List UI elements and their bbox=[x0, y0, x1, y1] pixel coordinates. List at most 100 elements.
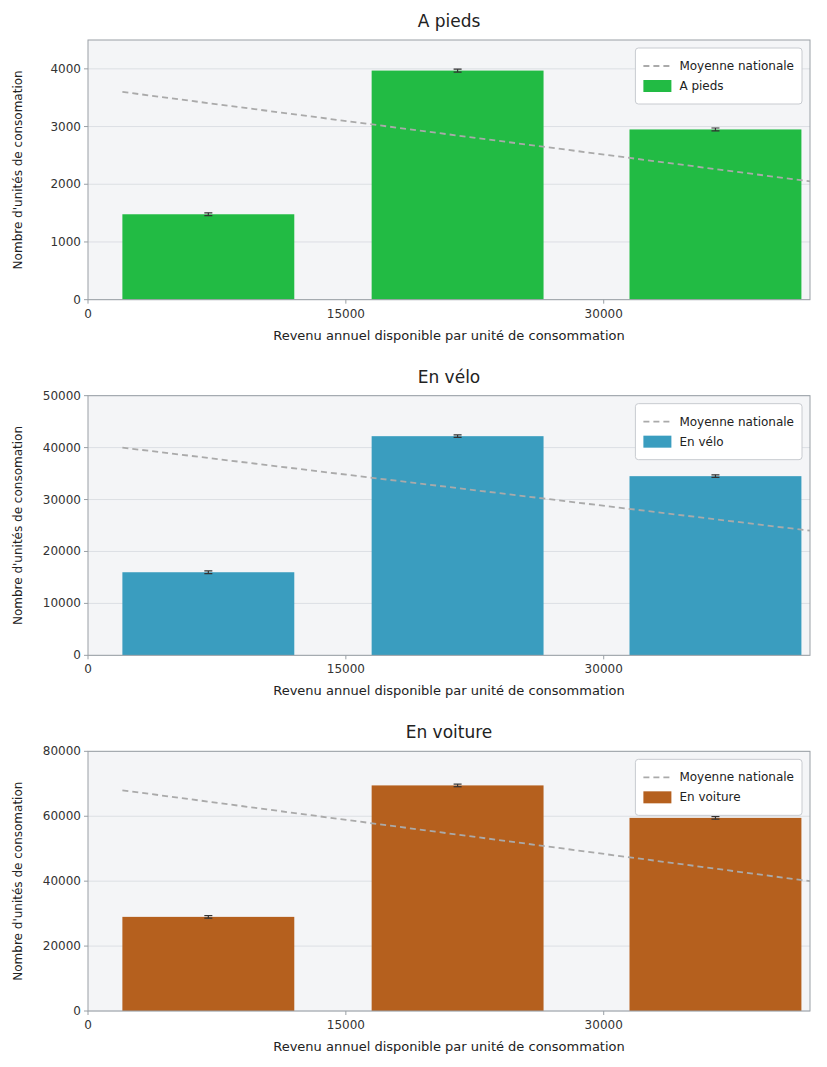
error-bar bbox=[204, 916, 212, 919]
legend-swatch bbox=[643, 791, 671, 803]
plot-area bbox=[88, 396, 810, 656]
bar bbox=[122, 572, 294, 655]
y-axis-label: Nombre d'unités de consomation bbox=[11, 426, 25, 625]
x-tick-label: 15000 bbox=[327, 662, 365, 676]
x-tick bbox=[88, 655, 89, 659]
legend-label: Moyenne nationale bbox=[679, 415, 794, 429]
bar bbox=[372, 71, 544, 300]
y-tick-label: 4000 bbox=[50, 62, 81, 76]
figure: 0 15000 30000 0 1000 2000 3000 4000 A pieds Reven… bbox=[0, 0, 827, 1067]
legend-swatch bbox=[643, 421, 671, 423]
x-tick bbox=[345, 300, 346, 304]
legend-label: En voiture bbox=[679, 790, 740, 804]
x-tick-label: 0 bbox=[84, 307, 92, 321]
bar bbox=[630, 129, 802, 299]
y-tick-label: 40000 bbox=[43, 441, 81, 455]
error-bar bbox=[711, 128, 719, 131]
bar bbox=[630, 476, 802, 655]
y-tick bbox=[84, 299, 88, 300]
legend-swatch bbox=[643, 776, 671, 778]
legend-item: En voiture bbox=[643, 790, 740, 804]
title: En vélo bbox=[418, 367, 481, 387]
x-tick-label: 30000 bbox=[585, 1018, 623, 1032]
y-tick-label: 0 bbox=[73, 293, 81, 307]
title: En voiture bbox=[406, 722, 493, 742]
y-tick-label: 80000 bbox=[43, 744, 81, 758]
line bbox=[122, 92, 810, 181]
x-tick bbox=[603, 300, 604, 304]
y-tick-label: 0 bbox=[73, 648, 81, 662]
y-tick bbox=[84, 816, 88, 817]
y-tick-label: 0 bbox=[73, 1004, 81, 1018]
y-tick bbox=[84, 241, 88, 242]
legend: Moyenne nationale En voiture bbox=[635, 759, 802, 815]
bar bbox=[122, 214, 294, 299]
y-tick-label: 40000 bbox=[43, 874, 81, 888]
x-tick-label: 0 bbox=[84, 1018, 92, 1032]
legend: Moyenne nationaleEn vélo bbox=[635, 404, 802, 460]
x-tick bbox=[603, 1011, 604, 1015]
y-tick bbox=[84, 1011, 88, 1012]
bar bbox=[122, 917, 294, 1011]
legend-box bbox=[635, 404, 802, 460]
y-tick bbox=[84, 751, 88, 752]
plot-area bbox=[88, 751, 810, 1011]
legend-swatch bbox=[643, 65, 671, 67]
x-tick-label: 30000 bbox=[585, 662, 623, 676]
legend-label: Moyenne nationale bbox=[679, 59, 794, 73]
legend-item: A pieds bbox=[643, 79, 723, 93]
x-tick bbox=[345, 655, 346, 659]
y-tick bbox=[84, 946, 88, 947]
legend-box bbox=[635, 759, 802, 815]
x-axis-label: Revenu annuel disponible par unité de co… bbox=[273, 328, 625, 343]
legend-label: Moyenne nationale bbox=[679, 770, 794, 784]
y-tick-label: 60000 bbox=[43, 809, 81, 823]
x-axis-label: Revenu annuel disponible par unité de co… bbox=[273, 683, 625, 698]
legend-box bbox=[635, 48, 802, 104]
marks bbox=[122, 784, 810, 1011]
y-tick bbox=[84, 395, 88, 396]
y-tick-label: 10000 bbox=[43, 596, 81, 610]
error-bar bbox=[711, 817, 719, 820]
x-tick bbox=[345, 1011, 346, 1015]
error-bar bbox=[454, 784, 462, 787]
panel: 0150003000001000020000300004000050000En … bbox=[11, 367, 810, 699]
bar bbox=[372, 436, 544, 655]
y-tick bbox=[84, 881, 88, 882]
legend-swatch bbox=[643, 80, 671, 92]
error-bar bbox=[454, 435, 462, 438]
y-tick-label: 3000 bbox=[50, 120, 81, 134]
y-axis-label: Nombre d'unités de consomation bbox=[11, 782, 25, 981]
plot-area bbox=[88, 40, 810, 300]
y-tick-label: 1000 bbox=[50, 235, 81, 249]
x-axis-label: Revenu annuel disponible par unité de co… bbox=[273, 1039, 625, 1054]
legend-item: Moyenne nationale bbox=[643, 770, 794, 784]
legend: Moyenne nationale A pieds bbox=[635, 48, 802, 104]
y-tick bbox=[84, 551, 88, 552]
x-tick-label: 15000 bbox=[327, 307, 365, 321]
plot-frame bbox=[88, 40, 810, 300]
y-tick bbox=[84, 655, 88, 656]
legend-item: Moyenne nationale bbox=[643, 59, 794, 73]
y-tick-label: 20000 bbox=[43, 939, 81, 953]
error-bar bbox=[454, 69, 462, 72]
x-tick-label: 0 bbox=[84, 662, 92, 676]
y-tick-label: 30000 bbox=[43, 493, 81, 507]
y-tick bbox=[84, 126, 88, 127]
bar bbox=[372, 785, 544, 1011]
x-tick-label: 15000 bbox=[327, 1018, 365, 1032]
y-axis-label: Nombre d'unités de consomation bbox=[11, 70, 25, 269]
y-tick bbox=[84, 447, 88, 448]
y-tick-label: 2000 bbox=[50, 177, 81, 191]
legend-swatch bbox=[643, 436, 671, 448]
plot-frame bbox=[88, 751, 810, 1011]
plot-frame bbox=[88, 396, 810, 656]
x-tick bbox=[88, 300, 89, 304]
marks bbox=[122, 435, 810, 655]
y-tick bbox=[84, 603, 88, 604]
line bbox=[122, 790, 810, 881]
y-tick-label: 20000 bbox=[43, 544, 81, 558]
panel: 0 15000 30000 0 20000 40000 60000 80000 En voitu… bbox=[11, 722, 810, 1054]
y-tick bbox=[84, 184, 88, 185]
y-tick bbox=[84, 499, 88, 500]
